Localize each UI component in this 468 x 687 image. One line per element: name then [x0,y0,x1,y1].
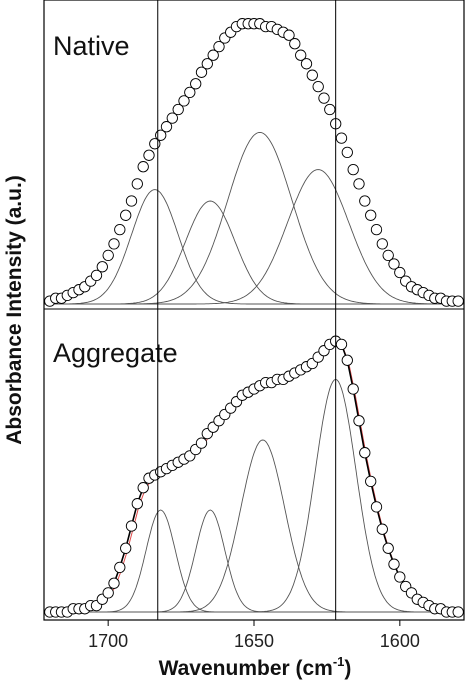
data-point [190,78,202,90]
data-point [125,520,138,532]
data-point [300,58,313,70]
data-point [108,577,120,589]
native-panel-label: Native [53,31,130,61]
data-point [213,40,225,53]
data-point [318,92,330,104]
data-point [365,209,377,221]
data-point [108,238,120,250]
component-curve [44,378,464,613]
data-point [376,238,388,250]
data-point [359,195,371,207]
native-panel: Native [44,18,464,307]
data-point [388,558,400,570]
data-point [201,58,213,70]
data-point [452,295,464,307]
data-point [178,95,190,107]
data-point [370,223,383,236]
data-point [394,266,406,279]
data-point [376,523,388,535]
data-point [306,69,318,81]
data-point [90,269,103,282]
x-axis-label: Wavenumber (cm-1) [159,654,352,680]
data-point [341,354,353,366]
data-point [388,258,400,270]
data-point [102,587,114,599]
data-point [353,178,365,190]
data-point [160,121,173,133]
data-point [131,498,143,510]
data-point [195,66,208,78]
data-point [370,501,383,513]
data-point [347,383,359,395]
data-point [131,178,143,190]
data-point [137,161,149,173]
y-axis-label: Absorbance Intensity (a.u.) [3,175,26,445]
data-point [365,475,377,488]
data-point [335,132,348,144]
component-curve [44,169,464,305]
data-point [382,249,394,262]
data-point [102,249,114,262]
data-point [353,415,365,427]
data-point [207,49,219,61]
data-point [125,195,138,207]
data-point [184,86,196,99]
data-point [143,149,155,161]
data-point [137,482,149,494]
data-point [114,223,126,236]
x-axis-ticks: 1700 1650 1600 [88,620,420,651]
data-point [96,261,108,273]
x-tick-label: 1650 [234,631,274,651]
data-point [166,112,178,124]
data-point [324,103,336,116]
data-point [120,542,132,554]
x-tick-label: 1700 [88,631,128,651]
data-point [283,29,295,41]
data-point [335,338,348,351]
data-point [120,209,132,221]
reference-lines [157,0,337,620]
data-point [382,542,394,554]
data-point [289,38,301,50]
data-point [452,606,464,618]
data-point [341,146,353,159]
aggregate-panel: Aggregate [44,335,464,618]
data-point [295,49,307,61]
data-point [114,561,126,574]
data-point [172,103,184,116]
data-point [359,447,371,459]
aggregate-panel-label: Aggregate [53,338,178,368]
data-point [347,163,359,176]
x-tick-label: 1600 [380,631,420,651]
data-point [195,437,208,449]
data-point [394,571,406,583]
data-point [312,80,324,93]
